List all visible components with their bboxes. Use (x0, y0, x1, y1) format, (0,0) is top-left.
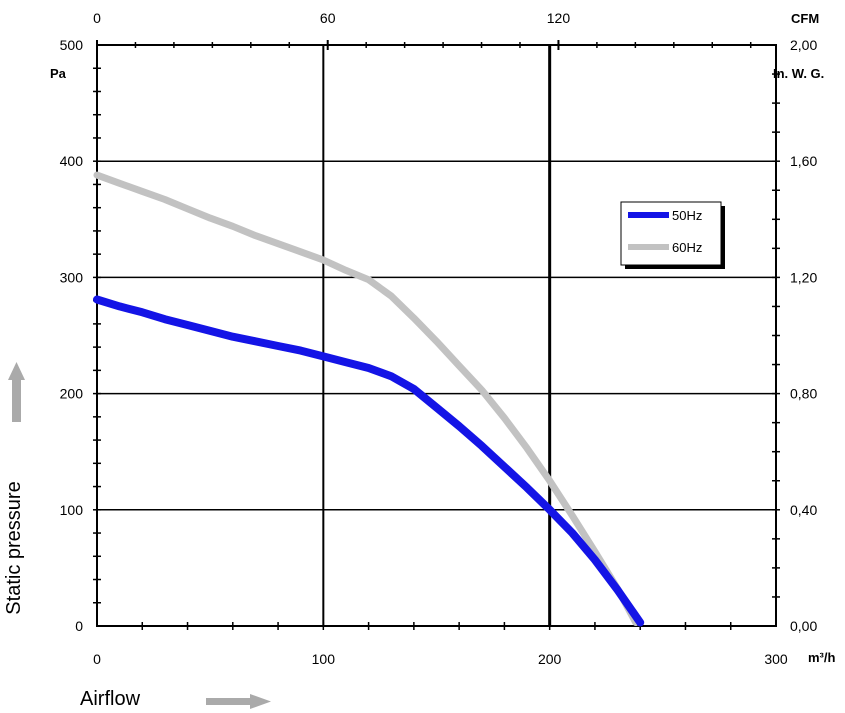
top-tick-label: 0 (93, 10, 101, 26)
x-axis-title: Airflow (80, 688, 141, 710)
tick-labels: 0 0,00 100 0,40 200 0,80 300 1,20 400 1,60 500 2,00… (60, 10, 818, 667)
legend-box (620, 201, 722, 266)
y-unit-label: Pa (50, 66, 67, 81)
y-axis-title: Static pressure (3, 481, 25, 614)
right-tick-label: 1,60 (790, 153, 817, 169)
y-tick-label: 500 (60, 37, 84, 53)
x-tick-label: 200 (538, 651, 562, 667)
series-line-50hz (93, 295, 645, 627)
y-tick-label: 100 (60, 502, 84, 518)
x-direction-arrow-icon (206, 694, 271, 709)
x-tick-label: 300 (764, 651, 788, 667)
right-tick-label: 1,20 (790, 269, 817, 285)
series-line-60hz (93, 171, 640, 626)
x-tick-label: 100 (312, 651, 336, 667)
x-tick-label: 0 (93, 651, 101, 667)
right-tick-label: 0,80 (790, 386, 817, 402)
legend: 50Hz 60Hz (620, 201, 725, 269)
right-tick-label: 2,00 (790, 37, 817, 53)
top-axis-unit-label: CFM (791, 11, 819, 26)
right-axis-unit-label: In. W. G. (773, 66, 824, 81)
y-tick-label: 300 (60, 269, 84, 285)
grid-lines (97, 45, 776, 626)
y-tick-label: 200 (60, 386, 84, 402)
top-tick-label: 60 (320, 10, 336, 26)
legend-label-50hz: 50Hz (672, 208, 702, 223)
minor-ticks (93, 40, 780, 630)
series-layer (93, 171, 645, 627)
y-tick-label: 400 (60, 153, 84, 169)
y-tick-label: 0 (75, 618, 83, 634)
x-unit-label: m³/h (808, 650, 836, 665)
right-tick-label: 0,00 (790, 618, 817, 634)
y-direction-arrow-icon (8, 362, 25, 422)
right-tick-label: 0,40 (790, 502, 817, 518)
plot-frame (96, 44, 777, 627)
top-tick-label: 120 (547, 10, 571, 26)
legend-label-60hz: 60Hz (672, 240, 702, 255)
